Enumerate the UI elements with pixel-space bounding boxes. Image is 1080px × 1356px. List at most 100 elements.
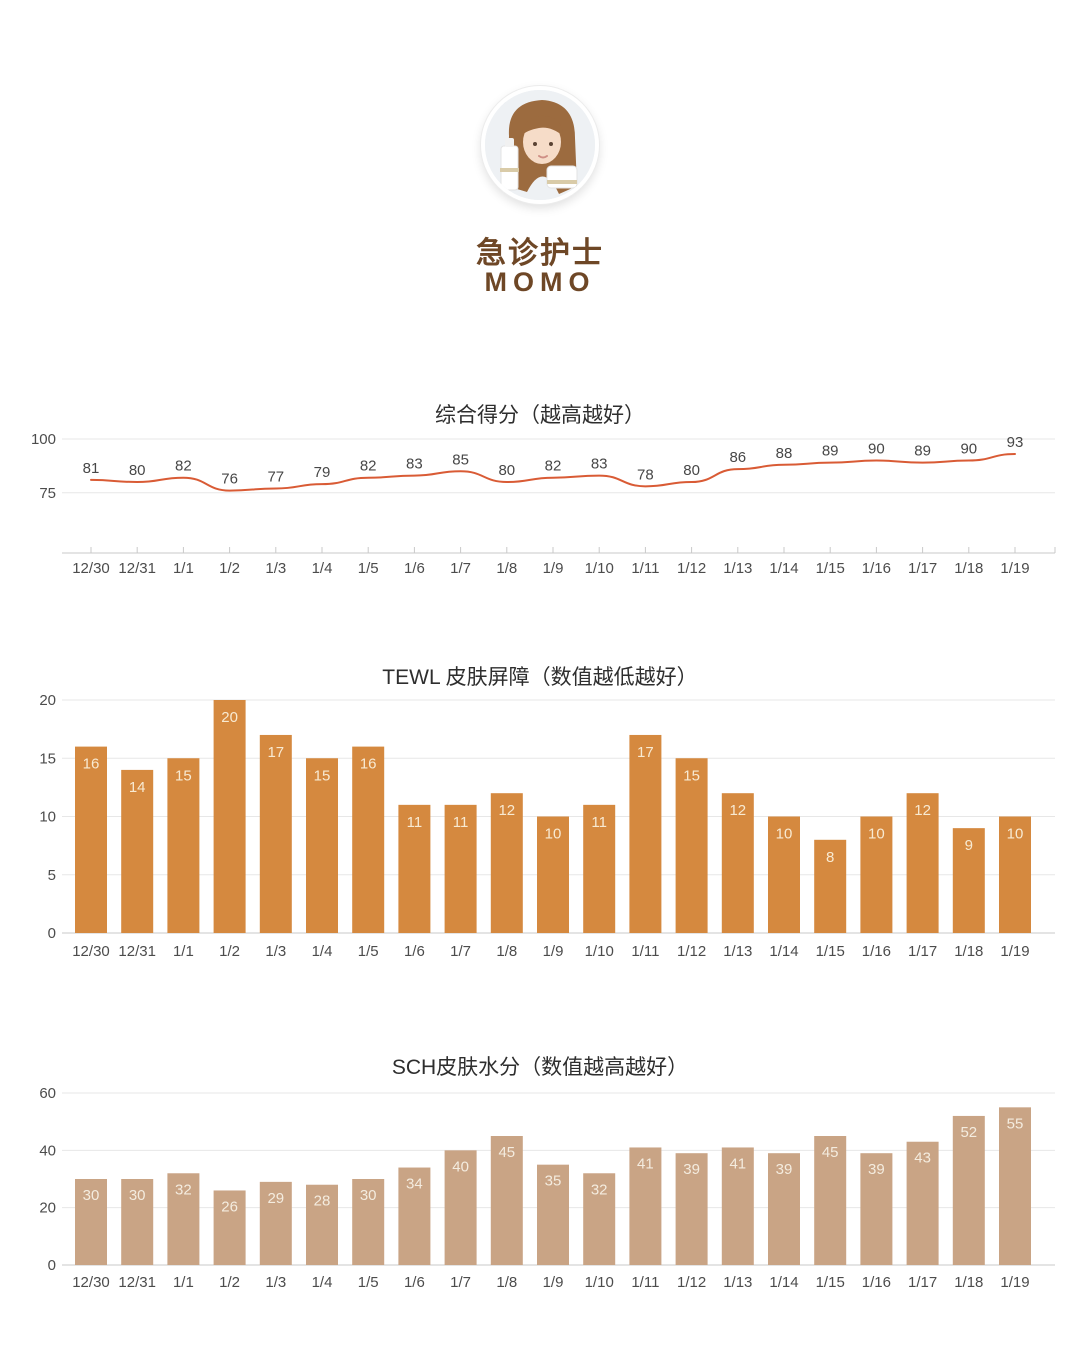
x-axis-label: 1/3 bbox=[265, 560, 286, 577]
point-value-label: 83 bbox=[591, 456, 608, 473]
bar-value-label: 32 bbox=[591, 1181, 608, 1198]
x-axis-label: 1/7 bbox=[450, 1274, 471, 1291]
bar bbox=[860, 816, 893, 933]
bar bbox=[352, 746, 385, 933]
bar bbox=[306, 1184, 338, 1265]
bar-value-label: 15 bbox=[175, 767, 192, 784]
x-axis-label: 1/19 bbox=[1000, 1274, 1029, 1291]
x-axis-label: 1/4 bbox=[312, 943, 333, 960]
y-axis-label: 40 bbox=[39, 1142, 56, 1159]
bar bbox=[537, 816, 569, 933]
chart-title-sch-skin-moisture: SCH皮肤水分（数值越高越好） bbox=[391, 1056, 689, 1079]
point-value-label: 82 bbox=[545, 458, 562, 475]
bar bbox=[352, 1179, 385, 1265]
bar bbox=[629, 1147, 662, 1265]
bar bbox=[721, 1147, 754, 1265]
bar bbox=[999, 816, 1031, 933]
point-value-label: 80 bbox=[129, 462, 146, 479]
bar bbox=[952, 1115, 985, 1265]
point-value-label: 89 bbox=[914, 443, 931, 460]
point-value-label: 78 bbox=[637, 466, 654, 483]
bar-value-label: 10 bbox=[545, 826, 562, 843]
x-axis-label: 1/19 bbox=[1000, 943, 1029, 960]
x-axis-label: 12/31 bbox=[118, 560, 156, 577]
x-axis-label: 1/13 bbox=[723, 943, 752, 960]
bar-value-label: 28 bbox=[314, 1193, 331, 1210]
bar-value-label: 12 bbox=[498, 802, 515, 819]
x-axis-label: 1/5 bbox=[358, 1274, 379, 1291]
bar-value-label: 8 bbox=[826, 849, 834, 866]
bar bbox=[75, 1179, 107, 1265]
x-axis-label: 1/8 bbox=[496, 943, 517, 960]
y-axis-label: 75 bbox=[39, 485, 56, 502]
x-axis-label: 1/11 bbox=[631, 1274, 659, 1291]
bar bbox=[167, 758, 200, 933]
bar-value-label: 34 bbox=[406, 1176, 423, 1193]
x-axis-label: 1/1 bbox=[173, 560, 194, 577]
bar bbox=[121, 1179, 154, 1265]
bar-value-label: 26 bbox=[221, 1198, 238, 1215]
x-axis-label: 1/19 bbox=[1000, 560, 1029, 577]
y-axis-label: 5 bbox=[48, 867, 56, 884]
x-axis-label: 1/12 bbox=[677, 1274, 706, 1291]
x-axis-label: 1/1 bbox=[173, 943, 194, 960]
point-value-label: 77 bbox=[267, 468, 284, 485]
bar bbox=[259, 1181, 292, 1265]
profile-name: MOMO bbox=[484, 267, 596, 297]
bar bbox=[490, 1136, 523, 1265]
bar bbox=[814, 839, 847, 933]
bar bbox=[906, 793, 939, 933]
x-axis-label: 12/30 bbox=[72, 1274, 110, 1291]
x-axis-label: 1/7 bbox=[450, 560, 471, 577]
bar-value-label: 10 bbox=[776, 826, 793, 843]
x-axis-label: 12/30 bbox=[72, 560, 110, 577]
x-axis-label: 1/13 bbox=[723, 560, 752, 577]
bar-value-label: 30 bbox=[83, 1187, 100, 1204]
composite-score-line-chart: 75 100 81 80 82 76 77 79 82 83 85 80 82 83 78 80 86 88 89 9… bbox=[31, 431, 1056, 577]
bar bbox=[398, 1167, 431, 1265]
point-value-label: 82 bbox=[360, 458, 377, 475]
bar bbox=[860, 1153, 893, 1265]
x-axis-label: 1/11 bbox=[631, 560, 659, 577]
x-axis-label: 1/1 bbox=[173, 1274, 194, 1291]
x-axis-label: 1/5 bbox=[358, 560, 379, 577]
bar bbox=[75, 746, 107, 933]
profile-role: 急诊护士 bbox=[476, 237, 604, 270]
point-value-label: 80 bbox=[683, 462, 700, 479]
bar-value-label: 16 bbox=[83, 756, 100, 773]
point-value-label: 93 bbox=[1007, 434, 1024, 451]
point-value-label: 90 bbox=[960, 441, 977, 458]
x-axis-label: 1/15 bbox=[816, 1274, 845, 1291]
bar-value-label: 10 bbox=[868, 826, 885, 843]
y-axis-label: 15 bbox=[39, 750, 56, 767]
x-axis-label: 1/18 bbox=[954, 560, 983, 577]
bar-value-label: 11 bbox=[591, 814, 607, 831]
bar bbox=[675, 1153, 708, 1265]
x-axis-label: 1/2 bbox=[219, 943, 240, 960]
x-axis-label: 1/13 bbox=[723, 1274, 752, 1291]
bar bbox=[768, 1153, 800, 1265]
bar bbox=[259, 734, 292, 933]
x-axis-label: 1/2 bbox=[219, 560, 240, 577]
bar bbox=[906, 1141, 939, 1265]
sch-bar-chart: 0 20 40 60 30 30 32 26 29 28 30 34 40 45 35 32 41 39 41 39 4… bbox=[39, 1085, 1055, 1291]
bar-value-label: 12 bbox=[914, 802, 931, 819]
score-line bbox=[90, 453, 1016, 492]
x-axis-label: 1/8 bbox=[496, 560, 517, 577]
point-value-label: 76 bbox=[221, 471, 238, 488]
bar bbox=[814, 1136, 847, 1265]
bar-value-label: 39 bbox=[776, 1161, 793, 1178]
bar-value-label: 15 bbox=[683, 767, 700, 784]
bar-value-label: 11 bbox=[453, 814, 469, 831]
x-axis-label: 1/9 bbox=[543, 1274, 564, 1291]
x-axis-label: 1/11 bbox=[631, 943, 659, 960]
y-axis-label: 10 bbox=[39, 809, 56, 826]
y-axis-label: 100 bbox=[31, 431, 56, 448]
bar bbox=[768, 816, 800, 933]
bar-value-label: 10 bbox=[1007, 826, 1024, 843]
bar bbox=[444, 804, 477, 933]
chart-title-composite-score: 综合得分（越高越好） bbox=[435, 404, 645, 427]
x-axis-label: 1/3 bbox=[265, 1274, 286, 1291]
bar-value-label: 30 bbox=[129, 1187, 146, 1204]
